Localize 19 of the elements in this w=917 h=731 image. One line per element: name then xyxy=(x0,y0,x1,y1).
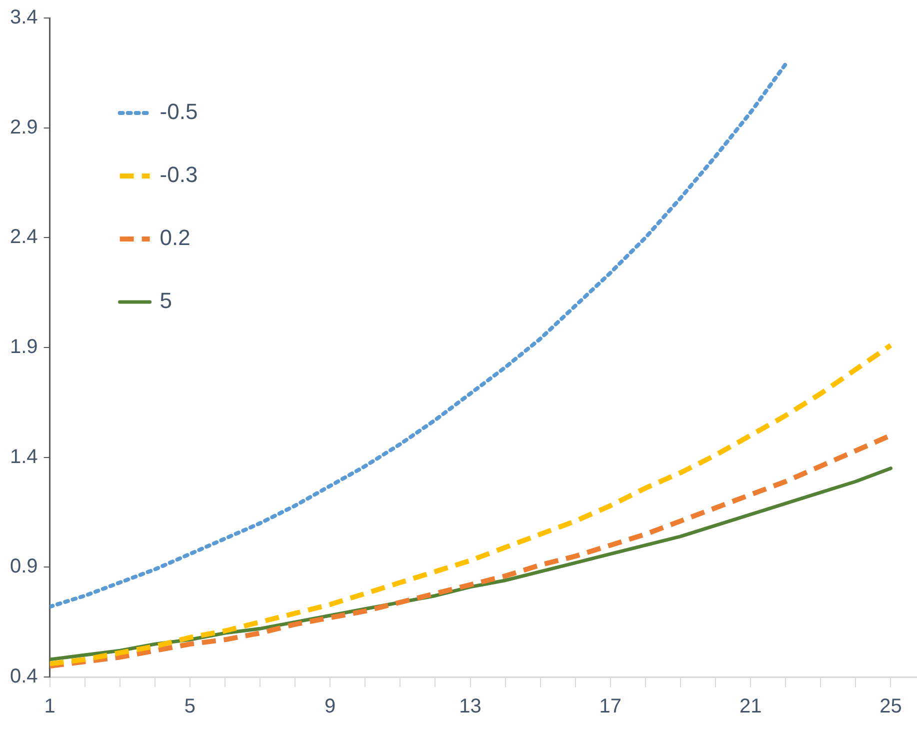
x-tick-label: 1 xyxy=(44,696,56,718)
x-tick-label: 21 xyxy=(739,696,762,718)
y-tick-label: 0.9 xyxy=(10,556,38,578)
legend-label: -0.5 xyxy=(160,99,198,124)
y-tick-label: 0.4 xyxy=(10,666,38,688)
legend-label: 0.2 xyxy=(160,225,190,250)
y-tick-label: 2.4 xyxy=(10,226,38,248)
x-tick-label: 17 xyxy=(599,696,622,718)
line-series xyxy=(50,62,788,609)
x-tick-label: 13 xyxy=(459,696,482,718)
legend-label: -0.3 xyxy=(160,162,198,188)
y-tick-label: 1.9 xyxy=(10,336,38,358)
y-tick-label: 1.4 xyxy=(10,446,38,468)
legend-label: 5 xyxy=(160,288,172,314)
x-tick-label: 25 xyxy=(880,696,902,718)
y-tick-label: 3.4 xyxy=(10,6,38,29)
y-tick-label: 2.9 xyxy=(10,116,38,138)
x-tick-label: 5 xyxy=(184,696,196,718)
x-tick-label: 9 xyxy=(324,696,336,718)
